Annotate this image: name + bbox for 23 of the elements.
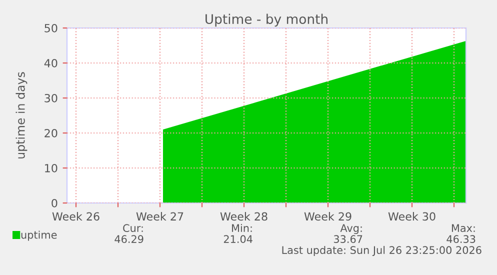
y-tick-label: 30 [44, 94, 58, 102]
text: 46.29 [114, 235, 144, 244]
x-tick-label: Week 29 [304, 212, 352, 221]
x-tick-label: Week 30 [388, 212, 436, 221]
text: Min: [232, 224, 252, 232]
legend-label: uptime [21, 230, 57, 241]
y-tick-label: 40 [44, 58, 58, 68]
y-tick-label: 10 [45, 164, 58, 172]
text: 33.67 [334, 235, 362, 244]
x-tick-label: Week 26 [52, 212, 100, 221]
text: 46.33 [446, 235, 476, 244]
y-tick-label: 50 [44, 24, 58, 32]
text: Cur: [123, 224, 143, 232]
chart-title: Uptime - by month [206, 14, 328, 27]
x-tick-label: Week 28 [220, 212, 268, 221]
text: Max: [452, 224, 475, 232]
y-tick-label: 0 [52, 198, 58, 208]
text: Last update: Sun Jul 26 23:25:00 2026 [282, 246, 482, 256]
text: Avg: [340, 224, 362, 234]
text: 21.04 [224, 235, 252, 244]
y-tick-label: 20 [44, 128, 58, 138]
y-axis-title: uptime in days [16, 72, 28, 158]
x-tick-label: Week 27 [136, 212, 184, 221]
